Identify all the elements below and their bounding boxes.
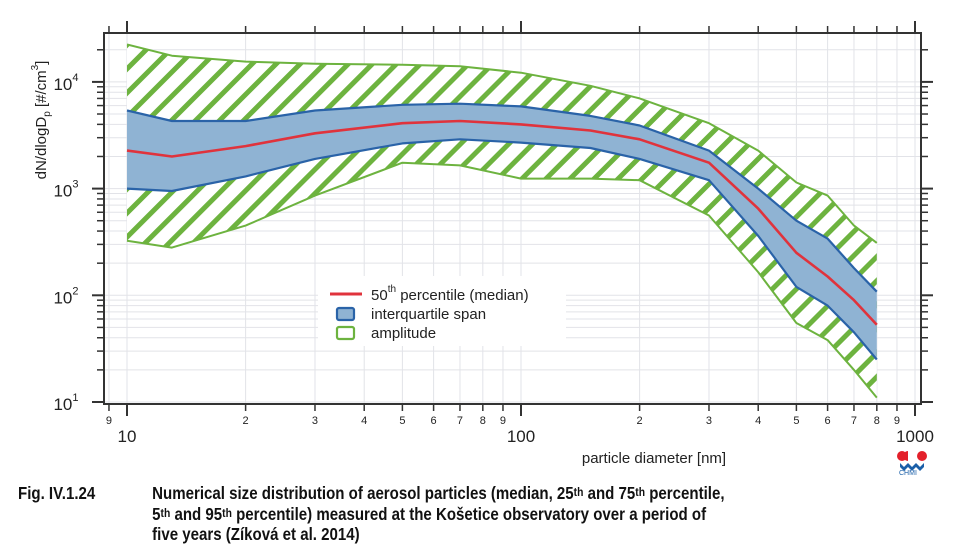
y-axis-label-unit-sup: 3 <box>30 64 41 70</box>
caption-line-3: five years (Zíková et al. 2014) <box>152 524 360 544</box>
y-tick-base: 10 <box>53 288 72 307</box>
x-major-tick-label: 1000 <box>896 427 934 446</box>
x-minor-tick-label: 7 <box>457 415 463 427</box>
x-minor-tick-label: 9 <box>106 415 112 427</box>
x-minor-tick-label: 4 <box>755 415 761 427</box>
p75-line <box>126 102 878 293</box>
x-minor-tick-label: 7 <box>851 415 857 427</box>
x-major-tick-label: 10 <box>118 427 137 446</box>
y-axis-label-sub: p <box>42 111 53 117</box>
p95-line <box>126 43 878 244</box>
x-minor-tick-label: 2 <box>243 415 249 427</box>
plot-frame <box>103 32 922 405</box>
chmi-logo-icon <box>897 451 927 471</box>
caption-sup: th <box>222 506 232 520</box>
y-tick-exponent: 2 <box>72 285 78 297</box>
y-major-tick-label: 101 <box>53 392 78 414</box>
legend-iqr-swatch <box>335 306 356 322</box>
median-line <box>126 119 878 326</box>
caption-line-1: Fig. IV.1.24 Numerical size distribution … <box>18 482 976 503</box>
p25-line <box>126 138 878 361</box>
x-major-tick-label: 100 <box>507 427 535 446</box>
y-axis-label-close: ] <box>33 61 50 65</box>
caption-text: percentile) measured at the Košetice obs… <box>231 504 707 524</box>
axes <box>92 21 933 416</box>
p5-line <box>126 161 878 399</box>
caption-text: and 95 <box>170 504 223 524</box>
figure-caption: Fig. IV.1.24 Numerical size distribution … <box>18 482 976 544</box>
x-minor-tick-label: 4 <box>361 415 367 427</box>
legend-median-label: 50th percentile (median) <box>371 284 529 304</box>
legend-background <box>318 276 566 346</box>
y-major-tick-label: 103 <box>53 179 78 201</box>
legend: 50th percentile (median) interquartile s… <box>318 276 566 346</box>
x-minor-tick-label: 9 <box>894 415 900 427</box>
legend-amplitude-swatch <box>335 325 356 341</box>
x-axis-label: particle diameter [nm] <box>582 450 726 467</box>
caption-sup: th <box>160 506 171 520</box>
data-areas <box>126 43 878 399</box>
x-minor-tick-label: 9 <box>500 415 506 427</box>
y-axis-label: dN/dlogDp [#/cm3] <box>30 61 53 180</box>
x-minor-tick-label: 5 <box>399 415 405 427</box>
x-minor-tick-label: 3 <box>312 415 318 427</box>
y-tick-base: 10 <box>53 395 72 414</box>
x-minor-tick-label: 2 <box>637 415 643 427</box>
x-minor-tick-label: 8 <box>480 415 486 427</box>
x-minor-tick-label: 6 <box>431 415 437 427</box>
figure-number: Fig. IV.1.24 <box>18 483 96 503</box>
caption-text: Numerical size distribution of aerosol p… <box>152 483 574 503</box>
x-minor-tick-label: 5 <box>793 415 799 427</box>
x-minor-tick-label: 3 <box>706 415 712 427</box>
legend-iqr-label: interquartile span <box>371 306 486 323</box>
caption-text: and 75 <box>583 483 636 503</box>
y-tick-base: 10 <box>53 75 72 94</box>
chmi-logo-text: CHMI <box>899 470 917 477</box>
y-major-tick-label: 104 <box>53 72 78 94</box>
y-tick-exponent: 1 <box>72 392 78 404</box>
y-tick-base: 10 <box>53 182 72 201</box>
y-axis-label-unit: [#/cm <box>33 70 50 111</box>
x-minor-tick-label: 6 <box>825 415 831 427</box>
x-minor-tick-label: 8 <box>874 415 880 427</box>
caption-text: 5 <box>152 504 161 524</box>
y-axis-label-main: dN/dlogD <box>33 117 50 180</box>
caption-sup: th <box>573 485 584 499</box>
y-major-tick-label: 102 <box>53 285 78 307</box>
y-tick-exponent: 4 <box>72 72 78 84</box>
interquartile-band <box>127 103 877 360</box>
y-tick-exponent: 3 <box>72 179 78 191</box>
caption-line-2: 5th and 95th percentile) measured at the… <box>18 503 976 524</box>
legend-amplitude-label: amplitude <box>371 325 436 342</box>
caption-sup: th <box>635 485 646 499</box>
caption-text: percentile, <box>645 483 725 503</box>
